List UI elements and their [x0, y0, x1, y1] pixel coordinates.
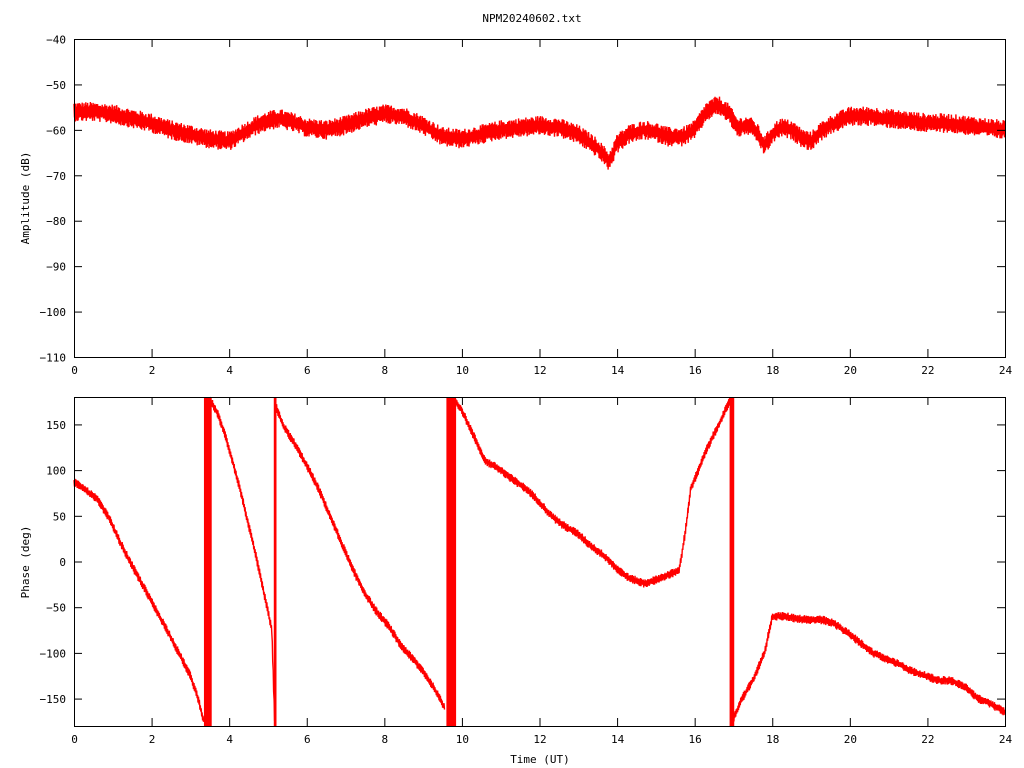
amplitude-xtick-label-2: 4	[226, 364, 233, 377]
phase-series-3	[453, 396, 731, 588]
phase-ytick-label-0: 150	[46, 419, 66, 432]
phase-xtick-label-0: 0	[71, 733, 78, 746]
phase-ytick-label-3: 0	[59, 556, 66, 569]
amplitude-ytick-label-4: −80	[46, 215, 66, 228]
amplitude-y-axis-label: Amplitude (dB)	[19, 152, 32, 245]
amplitude-xtick-label-4: 8	[382, 364, 389, 377]
amplitude-plot-frame	[74, 39, 1006, 358]
phase-xtick-label-4: 8	[382, 733, 389, 746]
amplitude-ytick-label-6: −100	[40, 306, 67, 319]
phase-wrap-band-3	[729, 397, 735, 726]
amplitude-xtick-label-5: 10	[456, 364, 469, 377]
phase-series-1	[209, 396, 276, 722]
phase-xtick-label-6: 12	[533, 733, 546, 746]
phase-ytick-label-4: −50	[46, 602, 66, 615]
amplitude-ytick-label-2: −60	[46, 124, 66, 137]
phase-trace	[73, 396, 1006, 726]
phase-series-0	[73, 478, 205, 722]
phase-series-2	[275, 402, 446, 710]
phase-xtick-label-3: 6	[304, 733, 311, 746]
amplitude-trace	[73, 96, 1006, 170]
amplitude-xtick-label-0: 0	[71, 364, 78, 377]
phase-series-4	[732, 611, 1006, 722]
phase-y-axis-label: Phase (deg)	[19, 526, 32, 599]
phase-wrap-band-2	[446, 397, 457, 726]
amplitude-xtick-label-11: 22	[921, 364, 934, 377]
time-x-axis-label: Time (UT)	[510, 753, 570, 766]
chart-title: NPM20240602.txt	[482, 12, 581, 25]
amplitude-ytick-label-0: −40	[46, 34, 66, 47]
phase-xtick-label-12: 24	[999, 733, 1013, 746]
phase-xtick-label-8: 16	[689, 733, 702, 746]
phase-ytick-label-2: 50	[53, 510, 66, 523]
amplitude-xtick-label-9: 18	[766, 364, 779, 377]
amplitude-ytick-label-3: −70	[46, 170, 66, 183]
phase-ytick-label-5: −100	[40, 647, 67, 660]
amplitude-xtick-label-12: 24	[999, 364, 1013, 377]
phase-plot-frame	[74, 397, 1006, 727]
phase-xtick-label-7: 14	[611, 733, 625, 746]
amplitude-ytick-label-7: −110	[40, 352, 67, 365]
amplitude-xtick-label-6: 12	[533, 364, 546, 377]
phase-ytick-label-6: −150	[40, 693, 67, 706]
phase-xtick-label-5: 10	[456, 733, 469, 746]
phase-wrap-band-1	[273, 397, 277, 726]
amplitude-xtick-label-3: 6	[304, 364, 311, 377]
amplitude-xtick-label-1: 2	[149, 364, 156, 377]
phase-xtick-label-11: 22	[921, 733, 934, 746]
phase-xtick-label-10: 20	[844, 733, 857, 746]
phase-xtick-label-1: 2	[149, 733, 156, 746]
amplitude-xtick-label-8: 16	[689, 364, 702, 377]
amplitude-ytick-label-5: −90	[46, 261, 66, 274]
phase-wrap-band-0	[203, 397, 212, 726]
phase-ytick-label-1: 100	[46, 465, 66, 478]
amplitude-xtick-label-7: 14	[611, 364, 625, 377]
amplitude-series-0	[73, 96, 1006, 170]
amplitude-ytick-label-1: −50	[46, 79, 66, 92]
amplitude-xtick-label-10: 20	[844, 364, 857, 377]
phase-xtick-label-9: 18	[766, 733, 779, 746]
phase-xtick-label-2: 4	[226, 733, 233, 746]
